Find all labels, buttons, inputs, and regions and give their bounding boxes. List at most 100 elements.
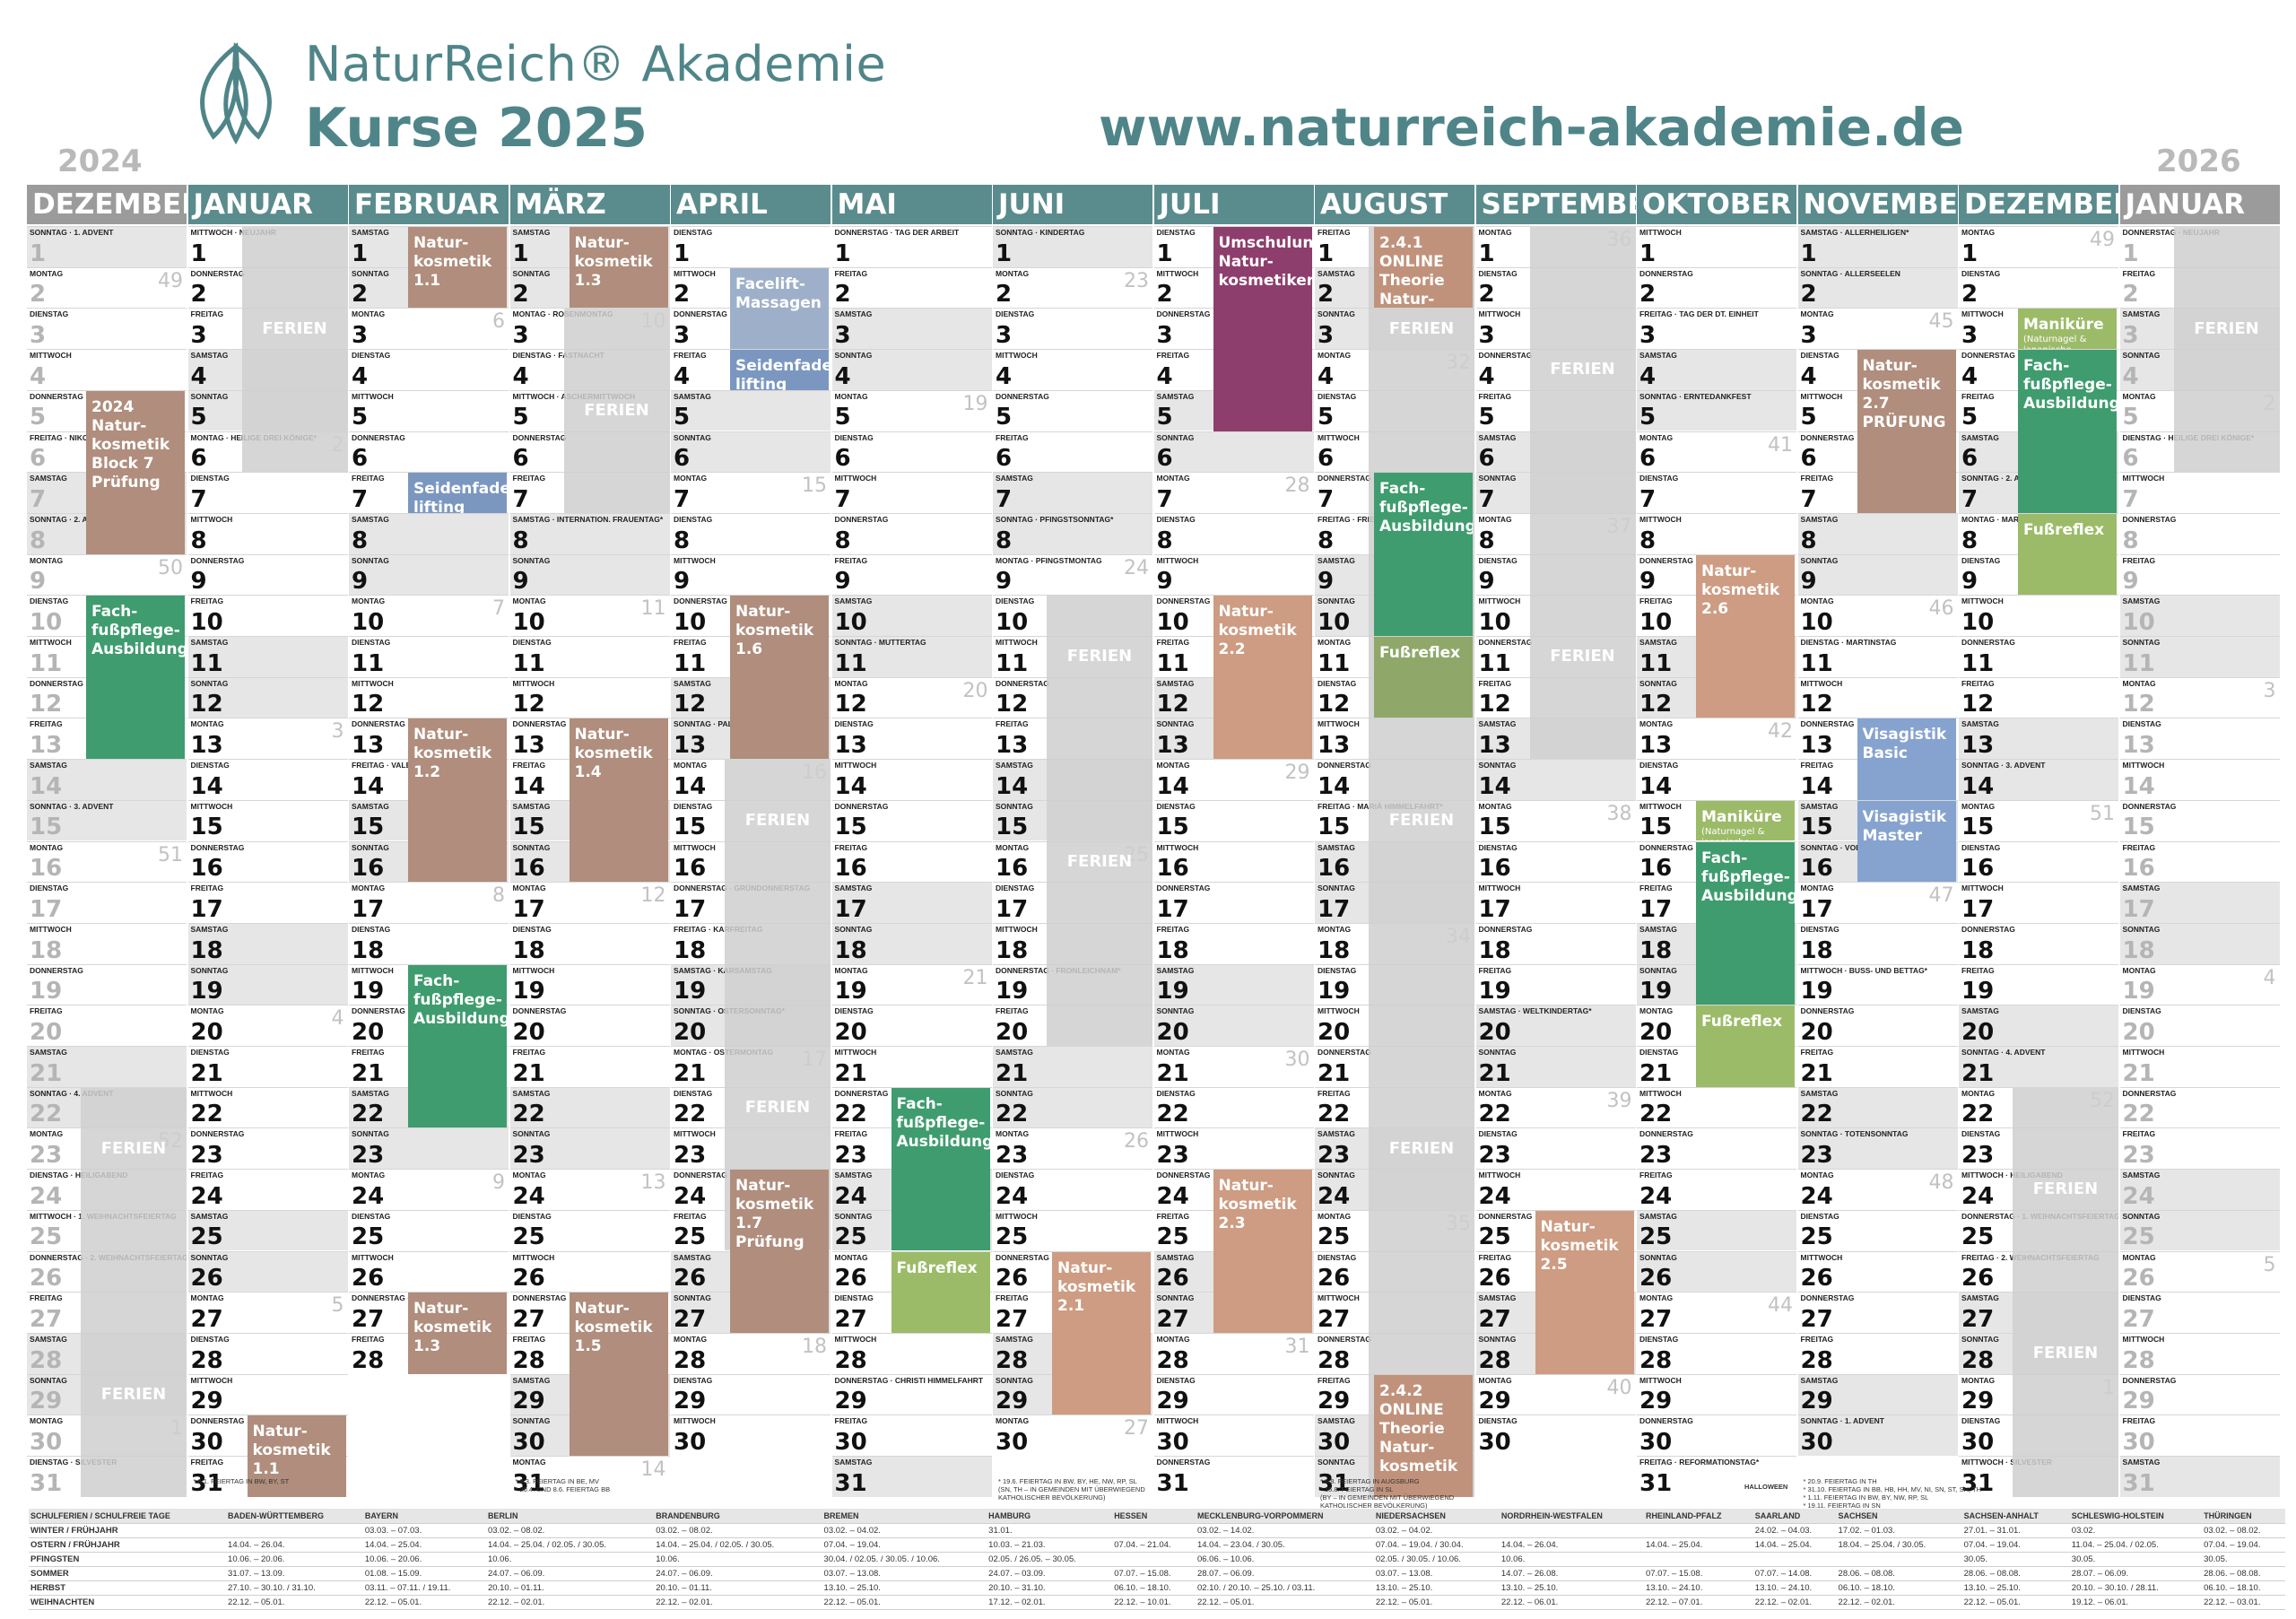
day-cell[interactable]: FREITAG · REFORMATIONSTAG* 31	[1637, 1456, 1796, 1497]
day-cell[interactable]: DIENSTAG 16	[1959, 840, 2118, 883]
day-cell[interactable]: MITTWOCH · SILVESTER 31	[1959, 1456, 2118, 1497]
day-cell[interactable]: MITTWOCH 30	[671, 1414, 831, 1456]
day-cell[interactable]: DIENSTAG 2	[1959, 266, 2118, 309]
day-cell[interactable]: DONNERSTAG 10	[1153, 595, 1314, 636]
day-cell[interactable]: MITTWOCH 17	[1959, 882, 2118, 923]
day-cell[interactable]: SONNTAG 4	[831, 349, 992, 390]
day-cell[interactable]: SAMSTAG 24	[2119, 1169, 2280, 1210]
day-cell[interactable]: MITTWOCH 15	[187, 799, 348, 841]
day-cell[interactable]: DIENSTAG 16	[1475, 840, 1636, 883]
day-cell[interactable]: SONNTAG 14	[1475, 759, 1636, 800]
day-cell[interactable]: FREITAG 11	[1153, 636, 1314, 677]
day-cell[interactable]: MITTWOCH 26	[509, 1250, 670, 1293]
day-cell[interactable]: MITTWOCH 23	[1153, 1127, 1314, 1169]
day-cell[interactable]: DONNERSTAG 15	[2119, 799, 2280, 841]
day-cell[interactable]: DONNERSTAG 13	[349, 718, 509, 759]
course-block[interactable]: Fußreflex	[1696, 1005, 1795, 1087]
day-cell[interactable]: MITTWOCH 8	[1637, 512, 1796, 554]
day-cell[interactable]: SAMSTAG 19	[1153, 963, 1314, 1005]
day-cell[interactable]: DONNERSTAG · CHRISTI HIMMELFAHRT 29	[831, 1373, 992, 1415]
day-cell[interactable]: DONNERSTAG 8	[2119, 512, 2280, 554]
day-cell[interactable]: SONNTAG 23	[349, 1127, 509, 1170]
day-cell[interactable]: SONNTAG 9	[349, 553, 509, 596]
day-cell[interactable]: FREITAG 7	[349, 472, 509, 513]
day-cell[interactable]: DONNERSTAG 18	[1959, 922, 2118, 964]
course-block[interactable]: Natur-kosmetik 1.7 Prüfung	[730, 1170, 829, 1333]
day-cell[interactable]: FREITAG 24	[1637, 1169, 1796, 1210]
course-block[interactable]: Seidenfaden-lifting	[408, 473, 507, 513]
day-cell[interactable]: DONNERSTAG 9	[187, 553, 348, 596]
day-cell[interactable]: DIENSTAG 3	[993, 308, 1152, 349]
day-cell[interactable]: MONTAG 17 12	[509, 882, 670, 923]
day-cell[interactable]: MITTWOCH 17	[1475, 882, 1636, 923]
day-cell[interactable]: DIENSTAG 4	[349, 349, 509, 390]
day-cell[interactable]: SONNTAG · KINDERTAG 1	[993, 226, 1152, 267]
day-cell[interactable]: MITTWOCH 4	[993, 349, 1152, 390]
day-cell[interactable]: DIENSTAG 11	[349, 636, 509, 677]
day-cell[interactable]: MONTAG 19 21	[831, 963, 992, 1005]
day-cell[interactable]: DONNERSTAG 11	[1959, 636, 2118, 677]
day-cell[interactable]: DONNERSTAG 26	[993, 1250, 1152, 1293]
day-cell[interactable]: FREITAG 1	[1315, 226, 1474, 267]
day-cell[interactable]: DIENSTAG 17	[27, 882, 187, 923]
day-cell[interactable]: DIENSTAG 10	[993, 595, 1152, 636]
day-cell[interactable]: MONTAG 17 47	[1797, 882, 1958, 923]
day-cell[interactable]: SONNTAG 9	[1797, 553, 1958, 596]
day-cell[interactable]: MITTWOCH 1	[1637, 226, 1796, 267]
day-cell[interactable]: MONTAG 15 38	[1475, 799, 1636, 841]
day-cell[interactable]: DIENSTAG 23	[1959, 1127, 2118, 1169]
day-cell[interactable]: SAMSTAG 11	[187, 636, 348, 677]
course-block[interactable]: Visagistik Basic	[1857, 718, 1956, 800]
day-cell[interactable]: DONNERSTAG 13	[1797, 718, 1958, 759]
day-cell[interactable]: DONNERSTAG 18	[1475, 922, 1636, 964]
day-cell[interactable]: MONTAG 19 4	[2119, 963, 2280, 1005]
day-cell[interactable]: FREITAG 18	[1153, 922, 1314, 964]
day-cell[interactable]: FREITAG 23	[2119, 1127, 2280, 1169]
day-cell[interactable]: SAMSTAG 20	[1959, 1005, 2118, 1046]
day-cell[interactable]: MITTWOCH 14	[2119, 759, 2280, 800]
day-cell[interactable]: MONTAG 7 15	[671, 472, 831, 513]
day-cell[interactable]: FREITAG 19	[1959, 963, 2118, 1005]
day-cell[interactable]: MITTWOCH 12	[349, 676, 509, 718]
day-cell[interactable]: MONTAG 31 14	[509, 1456, 670, 1497]
day-cell[interactable]: DIENSTAG 11	[509, 636, 670, 677]
day-cell[interactable]: MONTAG 3 6	[349, 308, 509, 349]
day-cell[interactable]: DIENSTAG 18	[509, 922, 670, 964]
day-cell[interactable]: DIENSTAG 22	[1153, 1086, 1314, 1128]
course-block[interactable]: Maniküre(Naturnagel & japanische Manikür…	[2018, 309, 2117, 350]
day-cell[interactable]: DONNERSTAG 2	[1637, 266, 1796, 309]
day-cell[interactable]: MITTWOCH 9	[671, 553, 831, 596]
course-block[interactable]: Natur-kosmetik 1.1	[408, 227, 507, 309]
day-cell[interactable]: DONNERSTAG 8	[831, 512, 992, 554]
website-link[interactable]: www.naturreich-akademie.de	[1099, 97, 1964, 158]
day-cell[interactable]: MONTAG · PFINGSTMONTAG 9 24	[993, 553, 1152, 596]
day-cell[interactable]: SAMSTAG 5	[671, 389, 831, 431]
day-cell[interactable]: FREITAG 2	[831, 266, 992, 309]
day-cell[interactable]: MONTAG 10 7	[349, 595, 509, 636]
day-cell[interactable]: MONTAG 27 5	[187, 1292, 348, 1333]
day-cell[interactable]: MITTWOCH 29	[187, 1373, 348, 1415]
day-cell[interactable]: SONNTAG · MUTTERTAG 11	[831, 636, 992, 677]
day-cell[interactable]: DIENSTAG 24	[993, 1169, 1152, 1210]
day-cell[interactable]: FREITAG 24	[187, 1169, 348, 1210]
day-cell[interactable]: MITTWOCH 26	[349, 1250, 509, 1293]
day-cell[interactable]: DONNERSTAG 25	[1475, 1209, 1636, 1251]
course-block[interactable]: Natur-kosmetik 1.3	[408, 1293, 507, 1374]
day-cell[interactable]: MITTWOCH 14	[831, 759, 992, 800]
day-cell[interactable]: DONNERSTAG 24	[1153, 1169, 1314, 1210]
day-cell[interactable]: MITTWOCH 2	[671, 266, 831, 309]
day-cell[interactable]: MITTWOCH 10	[1959, 595, 2118, 636]
day-cell[interactable]: DONNERSTAG 30	[187, 1414, 348, 1456]
day-cell[interactable]: DIENSTAG 20	[2119, 1005, 2280, 1046]
course-block[interactable]: 2.4.2 ONLINE Theorie Natur-kosmetik	[1374, 1374, 1473, 1497]
day-cell[interactable]: MONTAG 20 4	[187, 1005, 348, 1046]
course-block[interactable]: Facelift- Massagen	[730, 267, 829, 350]
day-cell[interactable]: SONNTAG 18	[831, 922, 992, 964]
course-block[interactable]: Natur-kosmetik 2.1	[1052, 1251, 1151, 1415]
course-block[interactable]: Natur-kosmetik 1.6	[730, 596, 829, 760]
course-block[interactable]: Fach-fußpflege- Ausbildung	[86, 596, 185, 760]
course-block[interactable]: Natur-kosmetik 1.4	[569, 718, 668, 883]
day-cell[interactable]: MONTAG 30 27	[993, 1414, 1152, 1456]
day-cell[interactable]: MONTAG 9 50	[27, 553, 187, 596]
